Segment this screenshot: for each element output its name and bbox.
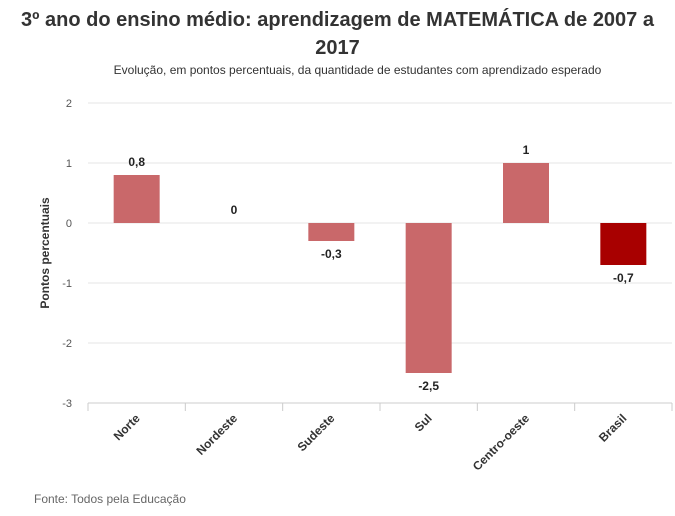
y-tick-label: 0 bbox=[66, 218, 72, 230]
x-tick-label: Sul bbox=[412, 411, 435, 434]
chart-title: 3º ano do ensino médio: aprendizagem de … bbox=[21, 9, 654, 59]
bar-sul bbox=[405, 223, 452, 373]
x-axis: Norte Nordeste Sudeste Sul Centro-oeste Brasi… bbox=[87, 403, 673, 473]
data-label: -2,5 bbox=[418, 379, 439, 393]
y-tick-label: 1 bbox=[66, 158, 72, 170]
data-labels: 0,8 0 -0,3 -2,5 1 -0,7 bbox=[128, 143, 634, 393]
source-note: Fonte: Todos pela Educação bbox=[34, 492, 186, 506]
x-tick-label: Centro-oeste bbox=[470, 411, 532, 473]
y-axis-label: Pontos percentuais bbox=[38, 197, 52, 309]
x-tick-label: Nordeste bbox=[193, 411, 240, 458]
data-label: 0,8 bbox=[128, 155, 145, 169]
data-label: 0 bbox=[231, 203, 238, 217]
bar-norte bbox=[113, 175, 160, 223]
data-label: 1 bbox=[523, 143, 530, 157]
y-tick-label: -1 bbox=[62, 278, 72, 290]
x-tick-label: Norte bbox=[111, 411, 143, 443]
data-label: -0,3 bbox=[321, 247, 342, 261]
y-tick-label: -2 bbox=[62, 338, 72, 350]
y-tick-label: 2 bbox=[66, 98, 72, 110]
bar-centro-oeste bbox=[503, 163, 549, 223]
x-tick-label: Sudeste bbox=[295, 411, 338, 454]
bar-sudeste bbox=[308, 223, 355, 241]
x-tick-label: Brasil bbox=[596, 411, 629, 444]
y-tick-label: -3 bbox=[62, 398, 72, 410]
bar-chart: 0,8 0 -0,3 -2,5 1 -0,7 2 1 0 -1 -2 -3 Pontos percen… bbox=[38, 98, 673, 473]
chart-subtitle: Evolução, em pontos percentuais, da quan… bbox=[113, 63, 602, 77]
bar-brasil bbox=[600, 223, 647, 265]
y-axis: 2 1 0 -1 -2 -3 Pontos percentuais bbox=[38, 98, 72, 410]
data-label: -0,7 bbox=[613, 271, 634, 285]
gridlines bbox=[88, 102, 672, 404]
bars bbox=[113, 163, 647, 373]
